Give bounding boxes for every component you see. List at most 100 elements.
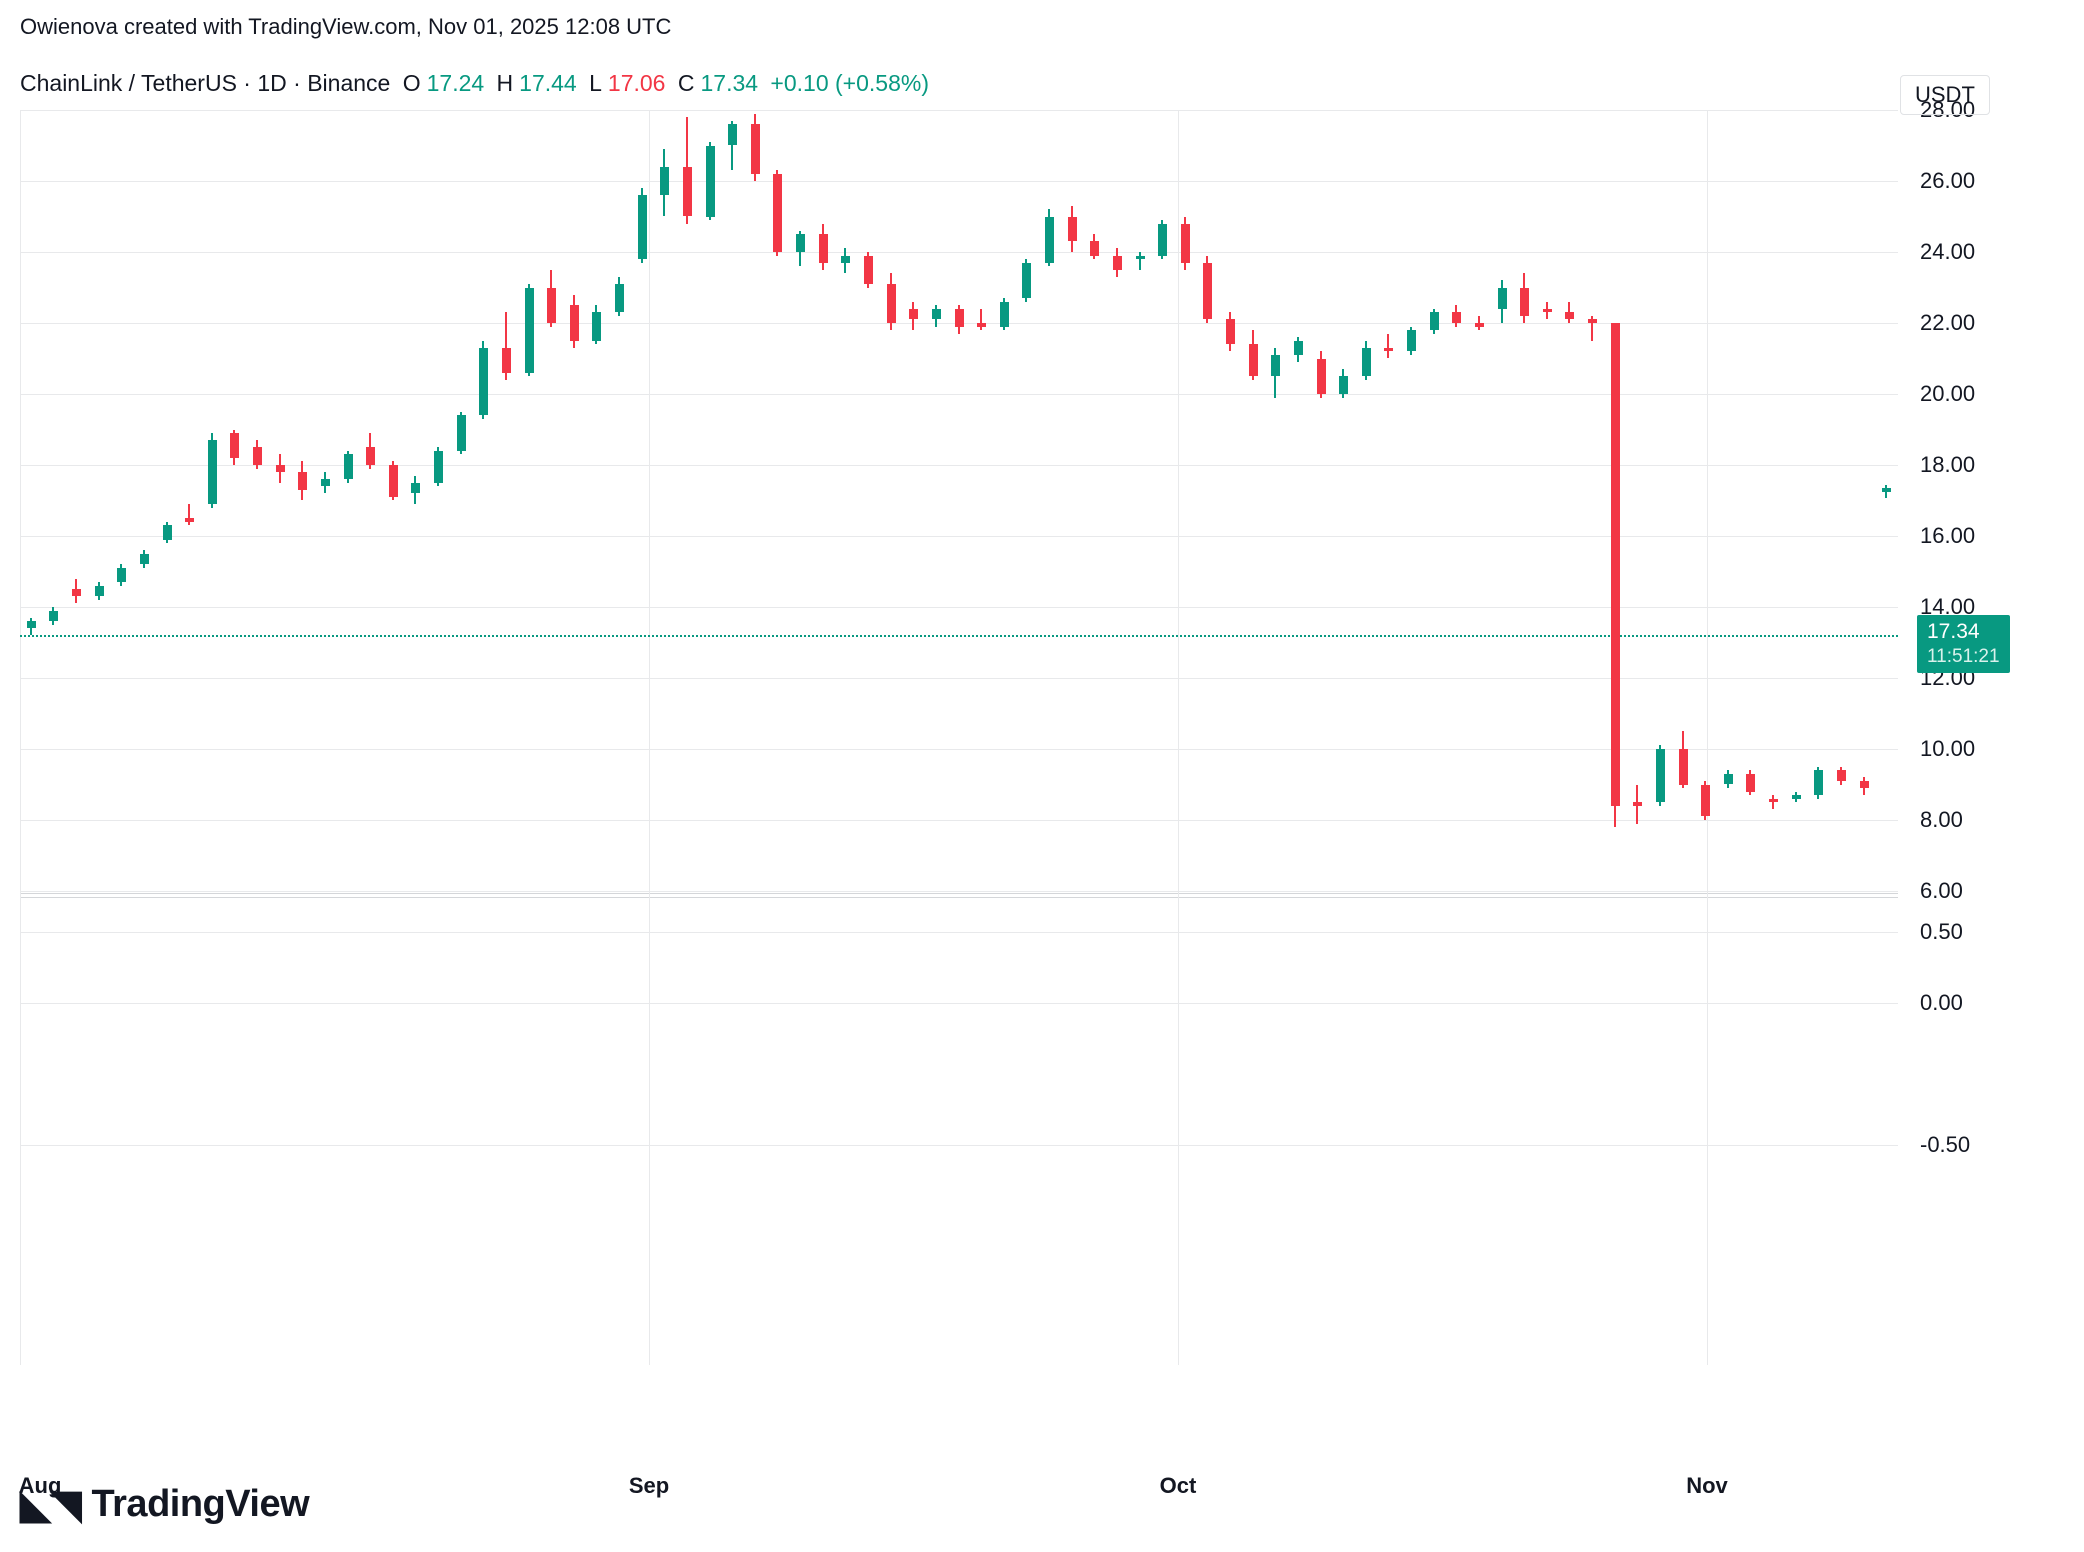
candlestick-wick <box>980 309 982 330</box>
candlestick-body <box>1611 323 1620 806</box>
candlestick-body <box>909 309 918 320</box>
candlestick-body <box>1814 770 1823 795</box>
candlestick-body <box>208 440 217 504</box>
candlestick-body <box>1090 241 1099 255</box>
candlestick-body <box>615 284 624 312</box>
candlestick-body <box>955 309 964 327</box>
candlestick-body <box>1837 770 1846 781</box>
candlestick-body <box>1520 288 1529 316</box>
y-axis-label: 10.00 <box>1920 736 1975 762</box>
y-axis-label: 16.00 <box>1920 523 1975 549</box>
candlestick-body <box>1452 312 1461 323</box>
candlestick-body <box>751 124 760 174</box>
candlestick-body <box>72 589 81 596</box>
last-price-value: 17.34 <box>1927 619 2000 645</box>
candlestick-body <box>932 309 941 320</box>
candlestick-body <box>1792 795 1801 799</box>
candlestick-body <box>547 288 556 324</box>
candlestick-body <box>230 433 239 458</box>
candlestick-body <box>1203 263 1212 320</box>
candlestick-body <box>1113 256 1122 270</box>
candlestick-body <box>1158 224 1167 256</box>
candlestick-body <box>841 256 850 263</box>
candlestick-body <box>163 525 172 539</box>
candlestick-body <box>570 305 579 341</box>
x-axis-label: Oct <box>1160 1473 1197 1499</box>
candlestick-wick <box>1772 795 1774 809</box>
y-axis-label: 18.00 <box>1920 452 1975 478</box>
gridline-vertical <box>1178 110 1179 1365</box>
candlestick-body <box>1769 799 1778 803</box>
candlestick-wick <box>1614 802 1616 827</box>
candlestick-wick <box>1387 334 1389 359</box>
info-bar: ChainLink / TetherUS · 1D · Binance O 17.… <box>20 70 929 97</box>
candlestick-body <box>728 124 737 145</box>
gridline <box>20 820 1898 821</box>
candlestick-body <box>706 146 715 217</box>
chart-caption: Owienova created with TradingView.com, N… <box>20 14 671 40</box>
tradingview-chart-root: Owienova created with TradingView.com, N… <box>0 0 2084 1552</box>
candlestick-body <box>1022 263 1031 299</box>
candlestick-body <box>1068 217 1077 242</box>
candlestick-body <box>1045 217 1054 263</box>
candlestick-body <box>185 518 194 522</box>
candlestick-body <box>592 312 601 340</box>
candlestick-body <box>502 348 511 373</box>
candlestick-body <box>140 554 149 565</box>
candlestick-body <box>1860 781 1869 788</box>
last-price-tooltip[interactable]: 17.34 11:51:21 <box>1917 615 2010 673</box>
candlestick-body <box>864 256 873 284</box>
candlestick-plot-area[interactable]: 28.00 26.00 24.00 22.00 20.00 18.00 16.0… <box>20 110 1898 1010</box>
gridline <box>20 1145 1898 1146</box>
candlestick-body <box>1362 348 1371 376</box>
candlestick-body <box>298 472 307 490</box>
candlestick-body <box>321 479 330 486</box>
y-axis-label: 8.00 <box>1920 807 1963 833</box>
candlestick-body <box>1339 376 1348 394</box>
candlestick-body <box>683 167 692 217</box>
candlestick-body <box>1565 312 1574 319</box>
candlestick-body <box>1384 348 1393 352</box>
candlestick-body <box>1226 319 1235 344</box>
candlestick-body <box>1724 774 1733 785</box>
tradingview-logo-icon: ◣◥ <box>20 1485 82 1525</box>
candlestick-body <box>1588 319 1597 323</box>
candlestick-body <box>1136 256 1145 260</box>
candlestick-body <box>1701 785 1710 817</box>
y-axis-label: 6.00 <box>1920 878 1963 904</box>
candlestick-body <box>49 611 58 622</box>
y-axis-label: 20.00 <box>1920 381 1975 407</box>
gridline <box>20 932 1898 933</box>
candlestick-body <box>1543 309 1552 313</box>
gridline <box>20 1003 1898 1004</box>
candlestick-body <box>457 415 466 451</box>
y-axis-label: 0.00 <box>1920 990 1963 1016</box>
candlestick-body <box>1656 749 1665 802</box>
usdt-currency-badge[interactable]: USDT <box>1900 75 1990 115</box>
candlestick-body <box>411 483 420 494</box>
gridline-vertical <box>1707 110 1708 1365</box>
candlestick-body <box>1407 330 1416 351</box>
tradingview-logo: ◣◥ TradingView <box>20 1483 309 1526</box>
candlestick-body <box>819 234 828 262</box>
candlestick-body <box>887 284 896 323</box>
candlestick-body <box>366 447 375 465</box>
candlestick-body <box>1317 359 1326 395</box>
last-price-time: 11:51:21 <box>1927 645 2000 669</box>
candlestick-wick <box>188 504 190 525</box>
axis-scale-break <box>20 893 1898 899</box>
candlestick-body <box>344 454 353 479</box>
candlestick-body <box>434 451 443 483</box>
candlestick-body <box>27 621 36 628</box>
candlestick-body <box>1498 288 1507 309</box>
candlestick-body <box>796 234 805 252</box>
candlestick-body <box>1249 344 1258 376</box>
candlestick-body <box>638 195 647 259</box>
candlestick-body <box>479 348 488 415</box>
candlestick-body <box>1181 224 1190 263</box>
candlestick-body <box>1882 488 1891 492</box>
gridline <box>20 181 1898 182</box>
candlestick-body <box>1746 774 1755 792</box>
candlestick-body <box>660 167 669 195</box>
y-axis-label: 24.00 <box>1920 239 1975 265</box>
